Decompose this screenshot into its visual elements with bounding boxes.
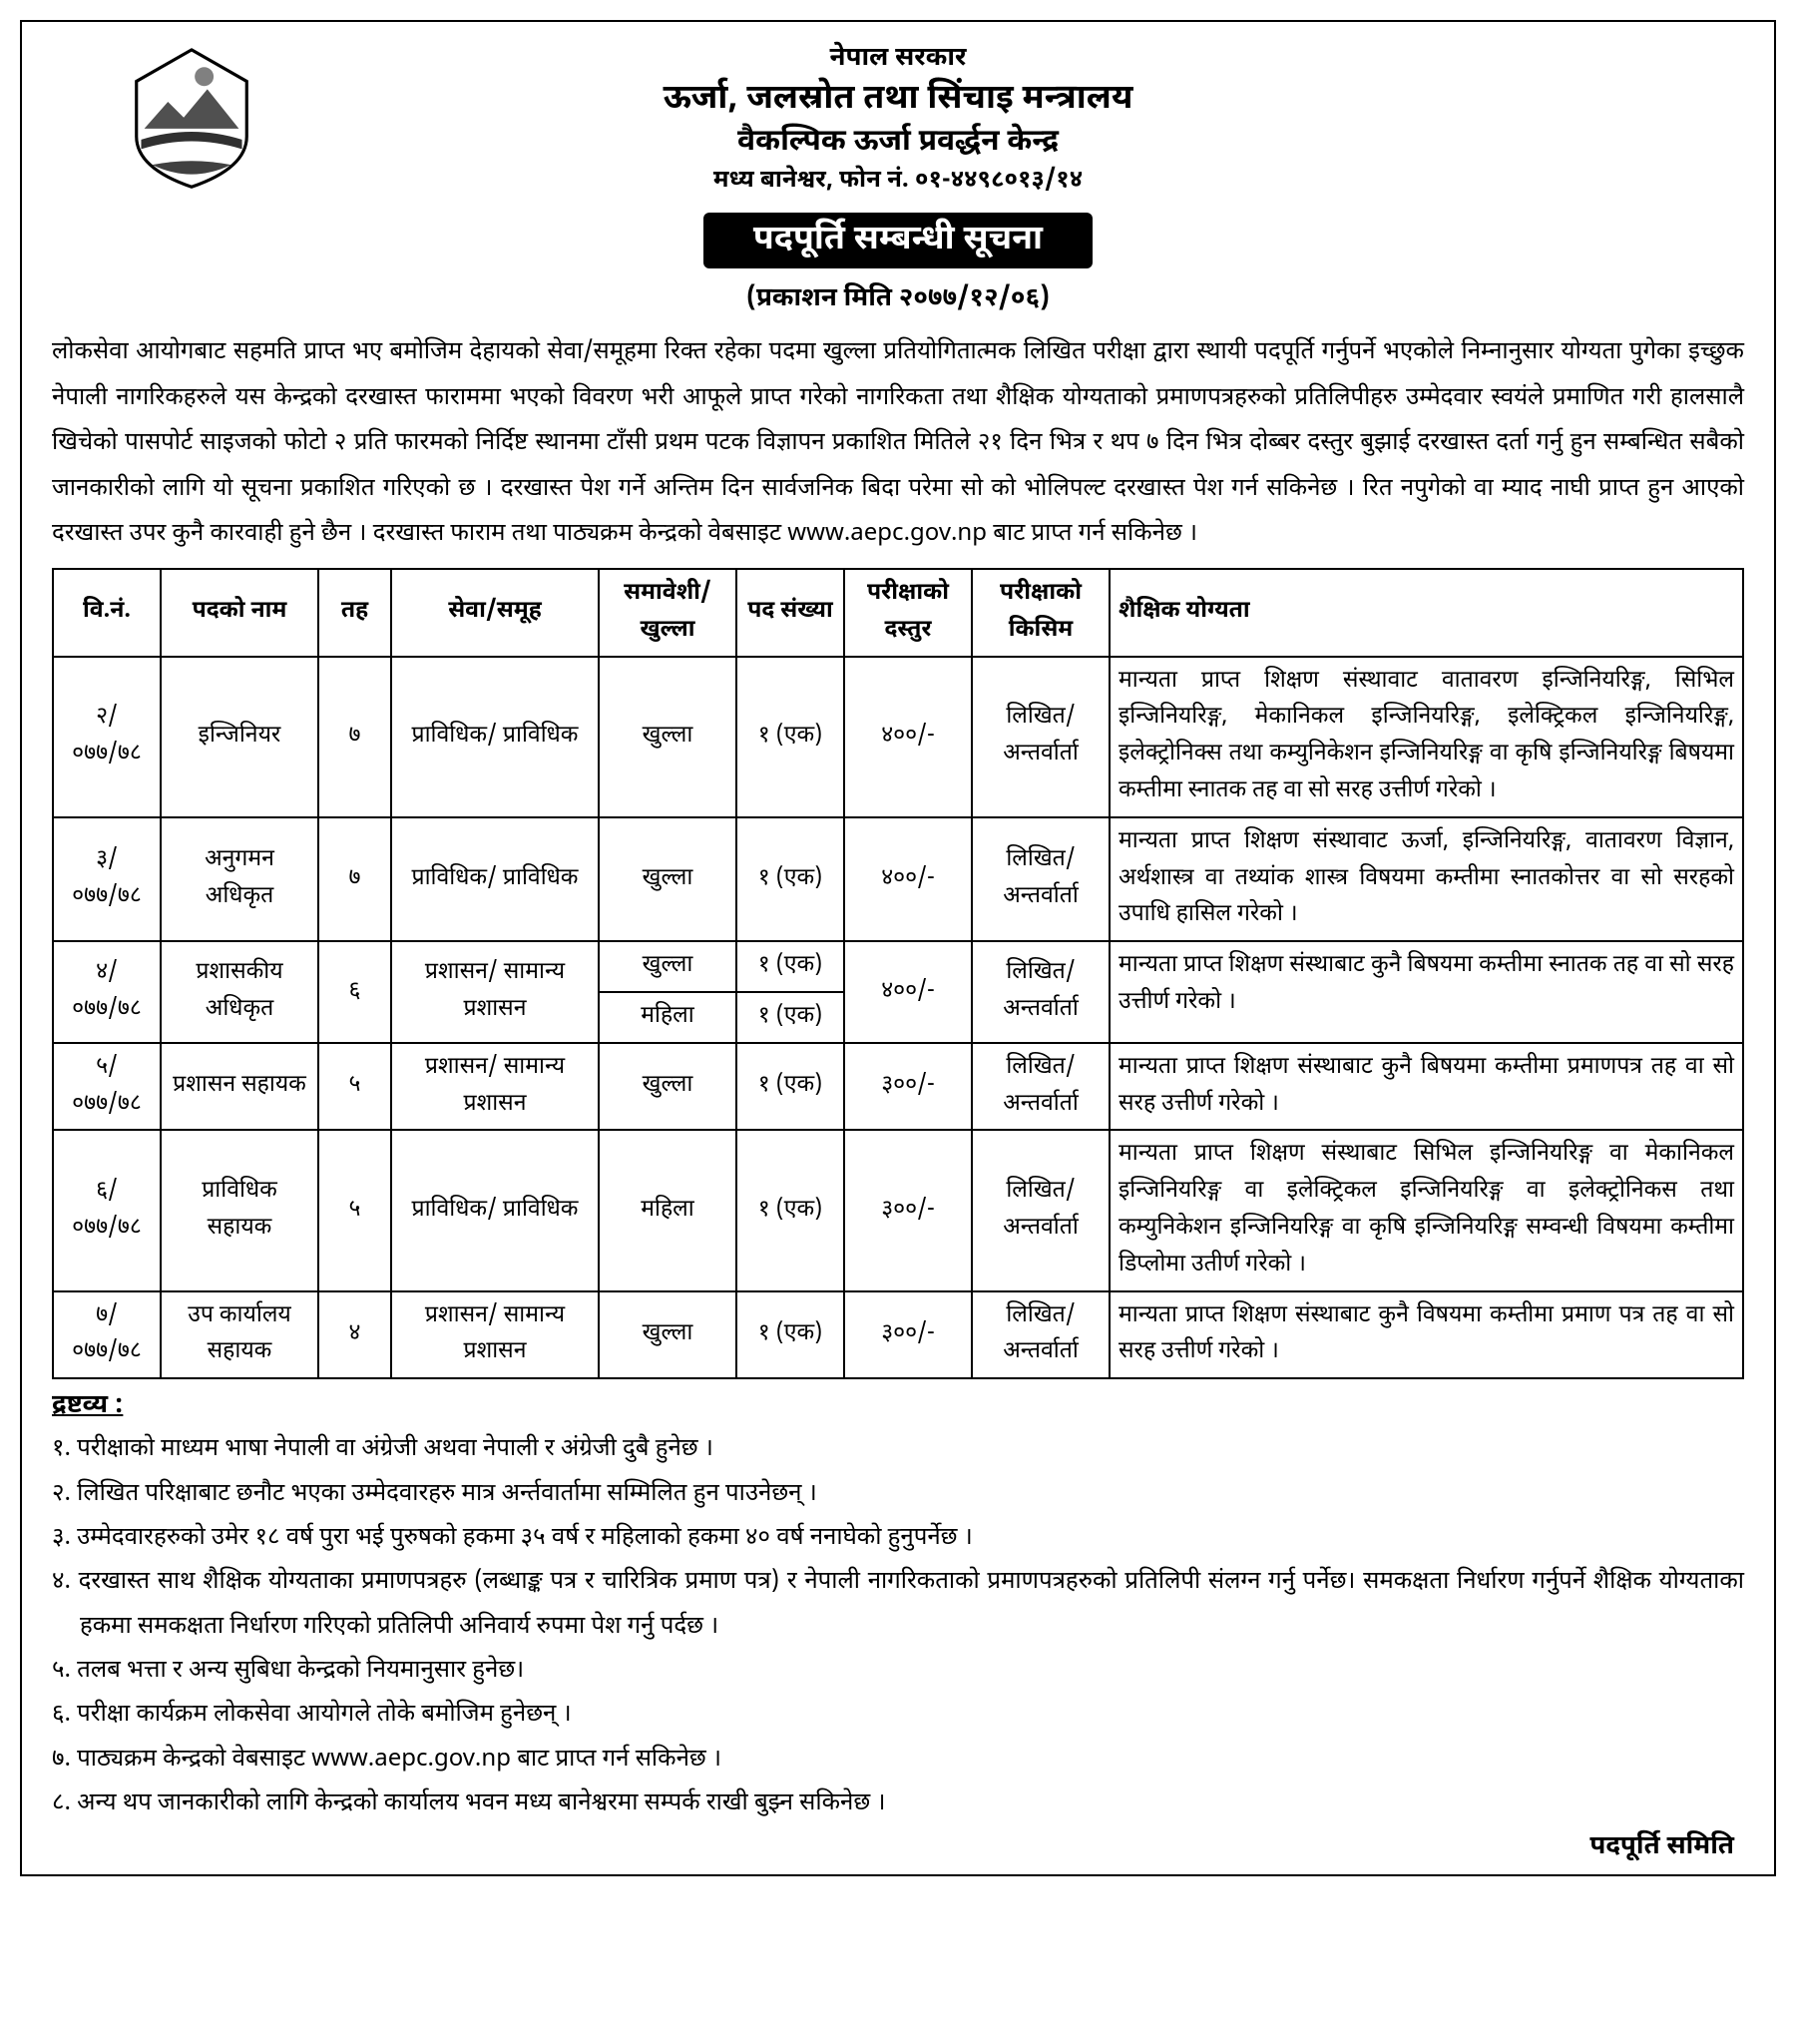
header: नेपाल सरकार ऊर्जा, जलस्रोत तथा सिंचाइ मन… <box>52 42 1744 316</box>
col-level: तह <box>318 569 391 657</box>
cell-post: प्रशासन सहायक <box>161 1043 318 1131</box>
cell-exam: लिखित/ अन्तर्वार्ता <box>972 657 1110 817</box>
cell-inclusive: खुल्ला <box>599 817 736 941</box>
note-item: ३. उम्मेदवारहरुको उमेर १८ वर्ष पुरा भई प… <box>52 1516 1744 1560</box>
note-item: ५. तलब भत्ता र अन्य सुबिधा केन्द्रको निय… <box>52 1649 1744 1693</box>
notice-page: नेपाल सरकार ऊर्जा, जलस्रोत तथा सिंचाइ मन… <box>20 20 1776 1876</box>
gov-line: नेपाल सरकार <box>52 42 1744 76</box>
cell-sn: ४/ ०७७/७८ <box>53 941 161 1043</box>
col-inclusive: समावेशी/ खुल्ला <box>599 569 736 657</box>
cell-sn: ७/ ०७७/७८ <box>53 1291 161 1379</box>
cell-qual: मान्यता प्राप्त शिक्षण संस्थाबाट सिभिल इ… <box>1110 1130 1743 1290</box>
cell-exam: लिखित/ अन्तर्वार्ता <box>972 1130 1110 1290</box>
table-row: २/ ०७७/७८ इन्जिनियर ७ प्राविधिक/ प्राविध… <box>53 657 1743 817</box>
cell-fee: ३००/- <box>844 1043 972 1131</box>
col-service: सेवा/समूह <box>391 569 599 657</box>
cell-service: प्रशासन/ सामान्य प्रशासन <box>391 1291 599 1379</box>
note-item: ८. अन्य थप जानकारीको लागि केन्द्रको कार्… <box>52 1782 1744 1825</box>
cell-inclusive: खुल्ला <box>599 657 736 817</box>
cell-nos: १ (एक) <box>736 1043 844 1131</box>
col-nos: पद संख्या <box>736 569 844 657</box>
nepal-emblem-icon <box>112 42 271 199</box>
note-item: ६. परीक्षा कार्यक्रम लोकसेवा आयोगले तोके… <box>52 1693 1744 1737</box>
cell-inclusive: खुल्ला <box>599 1043 736 1131</box>
publication-date: (प्रकाशन मिति २०७७/१२/०६) <box>52 282 1744 316</box>
address-line: मध्य बानेश्वर, फोन नं. ०१-४४९८०१३/१४ <box>52 165 1744 197</box>
note-item: ७. पाठ्यक्रम केन्द्रको वेबसाइट www.aepc.… <box>52 1738 1744 1782</box>
cell-level: ५ <box>318 1130 391 1290</box>
notice-banner: पदपूर्ति सम्बन्धी सूचना <box>703 213 1093 268</box>
col-qual: शैक्षिक योग्यता <box>1110 569 1743 657</box>
cell-level: ४ <box>318 1291 391 1379</box>
cell-level: ५ <box>318 1043 391 1131</box>
cell-fee: ४००/- <box>844 817 972 941</box>
intro-paragraph: लोकसेवा आयोगबाट सहमति प्राप्त भए बमोजिम … <box>52 330 1744 558</box>
col-exam: परीक्षाको किसिम <box>972 569 1110 657</box>
cell-sn: ६/ ०७७/७८ <box>53 1130 161 1290</box>
note-item: ४. दरखास्त साथ शैक्षिक योग्यताका प्रमाणप… <box>52 1560 1744 1649</box>
table-row: ६/ ०७७/७८ प्राविधिक सहायक ५ प्राविधिक/ प… <box>53 1130 1743 1290</box>
cell-sn: २/ ०७७/७८ <box>53 657 161 817</box>
col-fee: परीक्षाको दस्तुर <box>844 569 972 657</box>
table-row: ३/ ०७७/७८ अनुगमन अधिकृत ७ प्राविधिक/ प्र… <box>53 817 1743 941</box>
table-row: ७/ ०७७/७८ उप कार्यालय सहायक ४ प्रशासन/ स… <box>53 1291 1743 1379</box>
note-item: २. लिखित परिक्षाबाट छनौट भएका उम्मेदवारह… <box>52 1472 1744 1516</box>
cell-nos: १ (एक) <box>736 941 844 992</box>
cell-service: प्रशासन/ सामान्य प्रशासन <box>391 941 599 1043</box>
cell-qual: मान्यता प्राप्त शिक्षण संस्थाबाट कुनै बि… <box>1110 941 1743 1043</box>
cell-fee: ३००/- <box>844 1291 972 1379</box>
vacancy-table: वि.नं. पदको नाम तह सेवा/समूह समावेशी/ खु… <box>52 568 1744 1379</box>
table-row: ५/ ०७७/७८ प्रशासन सहायक ५ प्रशासन/ सामान… <box>53 1043 1743 1131</box>
ministry-line: ऊर्जा, जलस्रोत तथा सिंचाइ मन्त्रालय <box>52 78 1744 122</box>
cell-fee: ३००/- <box>844 1130 972 1290</box>
cell-exam: लिखित/ अन्तर्वार्ता <box>972 1291 1110 1379</box>
cell-sn: ५/ ०७७/७८ <box>53 1043 161 1131</box>
cell-nos: १ (एक) <box>736 817 844 941</box>
cell-service: प्राविधिक/ प्राविधिक <box>391 1130 599 1290</box>
cell-inclusive: खुल्ला <box>599 941 736 992</box>
cell-post: इन्जिनियर <box>161 657 318 817</box>
cell-service: प्राविधिक/ प्राविधिक <box>391 657 599 817</box>
cell-inclusive: महिला <box>599 1130 736 1290</box>
cell-service: प्रशासन/ सामान्य प्रशासन <box>391 1043 599 1131</box>
col-post: पदको नाम <box>161 569 318 657</box>
cell-sn: ३/ ०७७/७८ <box>53 817 161 941</box>
cell-nos: १ (एक) <box>736 1130 844 1290</box>
cell-qual: मान्यता प्राप्त शिक्षण संस्थावाट ऊर्जा, … <box>1110 817 1743 941</box>
cell-service: प्राविधिक/ प्राविधिक <box>391 817 599 941</box>
cell-qual: मान्यता प्राप्त शिक्षण संस्थावाट वातावरण… <box>1110 657 1743 817</box>
cell-post: अनुगमन अधिकृत <box>161 817 318 941</box>
cell-post: उप कार्यालय सहायक <box>161 1291 318 1379</box>
cell-level: ७ <box>318 817 391 941</box>
footer-signature: पदपूर्ति समिति <box>52 1830 1744 1864</box>
cell-qual: मान्यता प्राप्त शिक्षण संस्थाबाट कुनै वि… <box>1110 1291 1743 1379</box>
cell-level: ७ <box>318 657 391 817</box>
cell-exam: लिखित/ अन्तर्वार्ता <box>972 817 1110 941</box>
cell-exam: लिखित/ अन्तर्वार्ता <box>972 941 1110 1043</box>
cell-nos: १ (एक) <box>736 1291 844 1379</box>
cell-level: ६ <box>318 941 391 1043</box>
cell-qual: मान्यता प्राप्त शिक्षण संस्थाबाट कुनै बि… <box>1110 1043 1743 1131</box>
center-line: वैकल्पिक ऊर्जा प्रवर्द्धन केन्द्र <box>52 124 1744 163</box>
table-header-row: वि.नं. पदको नाम तह सेवा/समूह समावेशी/ खु… <box>53 569 1743 657</box>
cell-fee: ४००/- <box>844 657 972 817</box>
note-item: १. परीक्षाको माध्यम भाषा नेपाली वा अंग्र… <box>52 1427 1744 1471</box>
cell-post: प्राविधिक सहायक <box>161 1130 318 1290</box>
table-row: ४/ ०७७/७८ प्रशासकीय अधिकृत ६ प्रशासन/ सा… <box>53 941 1743 992</box>
cell-exam: लिखित/ अन्तर्वार्ता <box>972 1043 1110 1131</box>
notes-title: द्रष्टव्य : <box>52 1389 1744 1423</box>
cell-nos: १ (एक) <box>736 657 844 817</box>
cell-nos: १ (एक) <box>736 992 844 1043</box>
cell-inclusive: खुल्ला <box>599 1291 736 1379</box>
cell-fee: ४००/- <box>844 941 972 1043</box>
cell-post: प्रशासकीय अधिकृत <box>161 941 318 1043</box>
col-sn: वि.नं. <box>53 569 161 657</box>
cell-inclusive: महिला <box>599 992 736 1043</box>
notes-block: १. परीक्षाको माध्यम भाषा नेपाली वा अंग्र… <box>52 1427 1744 1826</box>
